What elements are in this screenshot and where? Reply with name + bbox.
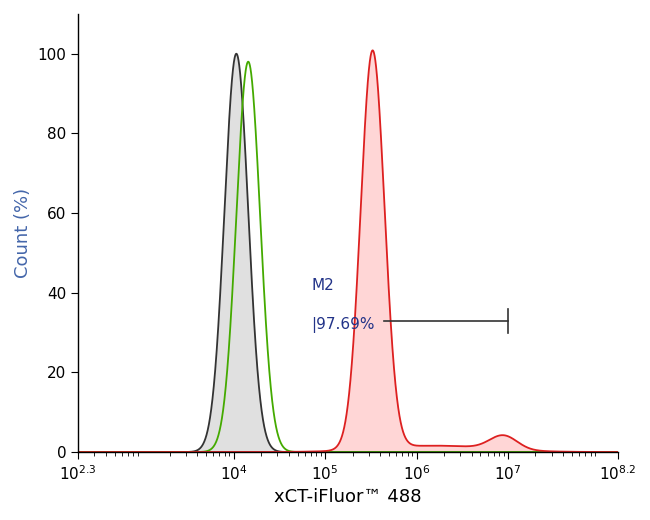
Text: |97.69%: |97.69% bbox=[311, 317, 375, 333]
Text: M2: M2 bbox=[311, 278, 334, 293]
Y-axis label: Count (%): Count (%) bbox=[14, 188, 32, 278]
X-axis label: xCT-iFluor™ 488: xCT-iFluor™ 488 bbox=[274, 488, 422, 506]
